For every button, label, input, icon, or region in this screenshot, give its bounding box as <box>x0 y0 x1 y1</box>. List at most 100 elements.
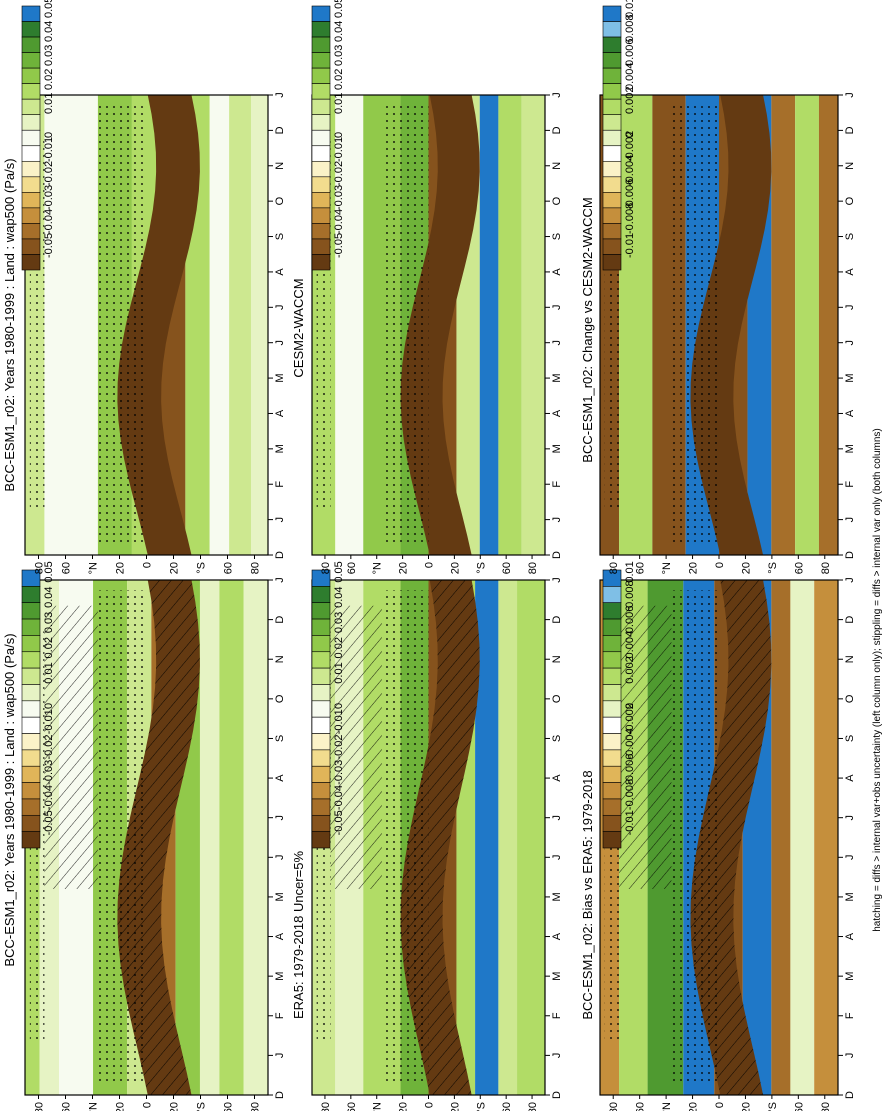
colorbar-label-p4-10: -0.05 <box>333 233 345 258</box>
panel-p4: D J F M A M J J A S O N D J 80 60 °N 20 0 20 °S 60 80 CESM2-WAC… <box>291 0 563 574</box>
colorbar-label-p1-7: -0.02 <box>43 734 55 759</box>
xtick-label-p6-4: A <box>844 409 856 417</box>
xtick-label-p5-5: M <box>844 892 856 901</box>
xtick-label-p2-11: N <box>274 162 286 170</box>
colorbar-label-p4-2: 0.03 <box>333 45 345 66</box>
colorbar-cell-p1-16 <box>21 831 41 849</box>
colorbar-cell-p6-6 <box>602 98 622 116</box>
colorbar-label-p3-0: 0.05 <box>333 561 345 582</box>
xtick-label-p3-10: O <box>551 694 563 703</box>
ytick-label-p4-2: °N <box>372 562 384 574</box>
colorbar-cell-p3-14 <box>311 798 331 816</box>
colorbar-cell-p5-5 <box>602 651 622 669</box>
xtick-label-p1-0: D <box>274 1091 286 1099</box>
ytick-label-p5-2: °N <box>661 1102 673 1111</box>
xtick-label-p4-13: J <box>551 92 563 98</box>
xtick-label-p3-13: J <box>551 577 563 583</box>
xtick-label-p4-3: M <box>551 444 563 453</box>
colorbar-label-p2-5: 0 <box>43 132 55 138</box>
colorbar-label-p3-4: 0.01 <box>333 662 345 683</box>
xtick-label-p2-5: M <box>274 373 286 382</box>
colorbar-label-p6-6: -0.002 <box>624 131 636 162</box>
colorbar-label-p2-7: -0.02 <box>43 161 55 186</box>
colorbar-label-p6-4: 0.002 <box>624 86 636 114</box>
colorbar-label-p4-0: 0.05 <box>333 0 345 18</box>
xtick-label-p1-3: M <box>274 972 286 981</box>
xtick-label-p4-7: J <box>551 305 563 311</box>
stippling-p1 <box>97 590 147 1085</box>
colorbar-cell-p4-0 <box>311 5 331 22</box>
colorbar-cell-p4-1 <box>311 21 331 38</box>
band-p3-8 <box>517 580 545 1095</box>
ytick-label-p2-4: 0 <box>142 562 154 568</box>
colorbar-label-p3-8: -0.03 <box>333 760 345 785</box>
xtick-label-p5-11: N <box>844 655 856 663</box>
colorbar-cell-p2-14 <box>21 223 41 240</box>
band-p6-7 <box>795 95 819 555</box>
xtick-label-p1-10: O <box>274 694 286 703</box>
colorbar-label-p5-4: 0.002 <box>624 656 636 684</box>
xtick-label-p5-7: J <box>844 815 856 821</box>
xtick-label-p1-11: N <box>274 655 286 663</box>
colorbar-cell-p2-12 <box>21 192 41 209</box>
ytick-label-p2-1: 60 <box>61 562 73 574</box>
colorbar-cell-p6-7 <box>602 114 622 131</box>
ytick-label-p1-8: 80 <box>250 1102 262 1111</box>
colorbar-cell-p6-1 <box>602 21 622 38</box>
xtick-label-p2-3: M <box>274 444 286 453</box>
xtick-label-p3-1: J <box>551 1053 563 1059</box>
xtick-label-p4-9: S <box>551 233 563 240</box>
colorbar-label-p3-1: 0.04 <box>333 586 345 607</box>
ytick-label-p5-7: 60 <box>793 1102 805 1111</box>
ytick-label-p2-3: 20 <box>115 562 127 574</box>
xtick-label-p6-11: N <box>844 162 856 170</box>
ytick-label-p5-3: 20 <box>688 1102 700 1111</box>
colorbar-cell-p4-12 <box>311 192 331 209</box>
xtick-label-p1-1: J <box>274 1053 286 1059</box>
colorbar-cell-p3-2 <box>311 602 331 620</box>
panel-title-p1: BCC-ESM1_r02: Years 1980-1999 : Land : w… <box>2 633 17 966</box>
ytick-label-p6-4: 0 <box>714 562 726 568</box>
panel-title-p5: BCC-ESM1_r02: Bias vs ERA5: 1979-2018 <box>580 770 595 1019</box>
colorbar-cell-p4-4 <box>311 67 331 84</box>
stippling-p6 <box>671 104 719 546</box>
colorbar-cell-p1-5 <box>21 651 41 669</box>
colorbar-cell-p1-6 <box>21 667 41 685</box>
ytick-label-p3-4: 0 <box>424 1102 436 1108</box>
xtick-label-p1-12: D <box>274 616 286 624</box>
colorbar-cell-p5-2 <box>602 602 622 620</box>
xtick-label-p5-8: A <box>844 774 856 782</box>
panel-p5: D J F M A M J J A S O N D J 80 60 °N 20 0 20 °S 60 80 BCC-ESM1_… <box>580 561 856 1111</box>
colorbar-label-p5-0: 0.01 <box>624 561 636 582</box>
stippling-p5 <box>671 590 719 1085</box>
ytick-label-p3-6: °S <box>475 1102 487 1111</box>
colorbar-cell-p2-5 <box>21 83 41 100</box>
colorbar-cell-p5-16 <box>602 831 622 849</box>
ytick-label-p1-0: 80 <box>34 1102 46 1111</box>
ytick-label-p4-7: 60 <box>501 562 513 574</box>
ytick-label-p6-5: 20 <box>740 562 752 574</box>
colorbar-cell-p2-8 <box>21 129 41 147</box>
colorbar-cell-p3-5 <box>311 651 331 669</box>
xtick-label-p6-1: J <box>844 517 856 523</box>
colorbar-cell-p3-15 <box>311 814 331 832</box>
xtick-label-p6-2: F <box>844 481 856 488</box>
ytick-label-p1-3: 20 <box>115 1102 127 1111</box>
ytick-label-p5-0: 80 <box>608 1102 620 1111</box>
colorbar-label-p3-5: 0 <box>333 703 345 709</box>
ytick-label-p1-7: 60 <box>223 1102 235 1111</box>
xtick-label-p2-7: J <box>274 305 286 311</box>
ytick-label-p1-2: °N <box>88 1102 100 1111</box>
ytick-label-p6-3: 20 <box>688 562 700 574</box>
colorbar-label-p4-6: -0.01 <box>333 137 345 162</box>
colorbar-cell-p3-6 <box>311 667 331 685</box>
ytick-label-p4-6: °S <box>475 562 487 574</box>
colorbar-p6: 0.010.0080.0060.0040.0020-0.002-0.004-0.… <box>602 0 636 271</box>
colorbar-cell-p6-14 <box>602 223 622 240</box>
colorbar-cell-p3-12 <box>311 765 331 783</box>
panel-title-p3: ERA5: 1979-2018 Uncer=5% <box>291 851 306 1019</box>
colorbar-label-p1-1: 0.04 <box>43 586 55 607</box>
colorbar-cell-p3-4 <box>311 635 331 653</box>
xtick-label-p4-8: A <box>551 268 563 276</box>
colorbar-label-p5-1: 0.008 <box>624 580 636 608</box>
